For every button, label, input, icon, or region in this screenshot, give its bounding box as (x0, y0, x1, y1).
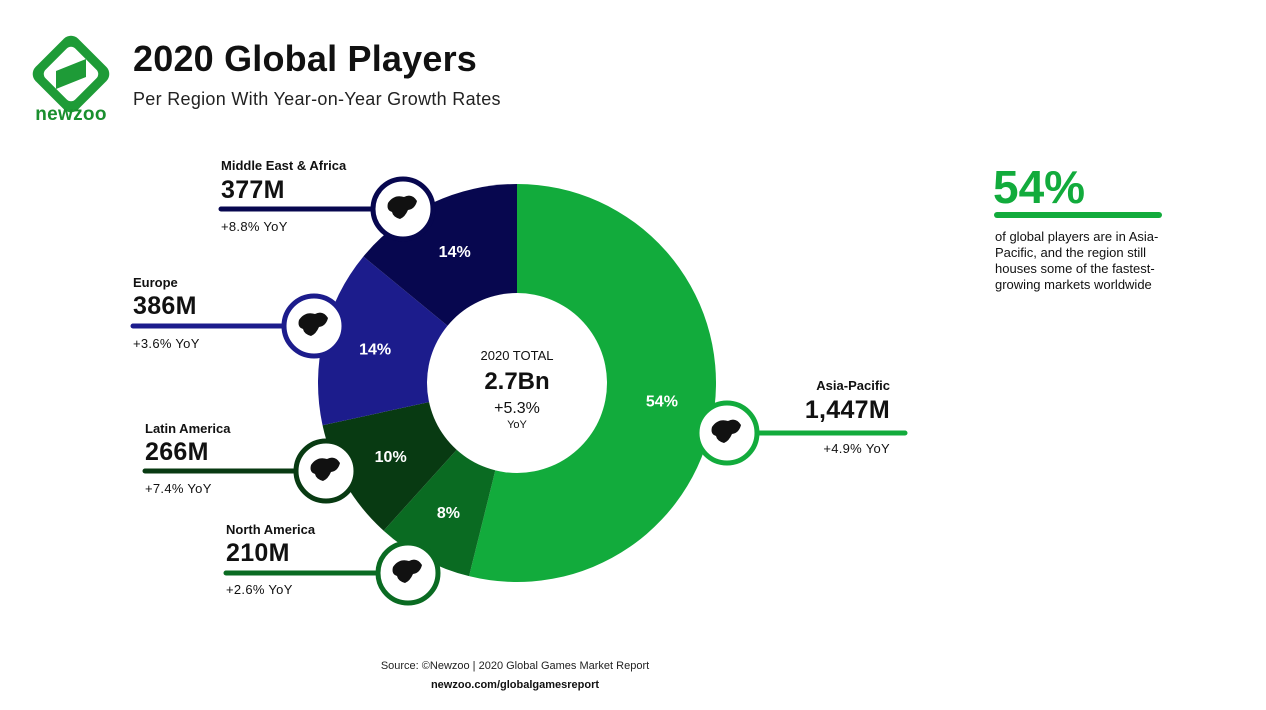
region-growth-asia-pacific: +4.9% YoY (823, 441, 890, 456)
region-growth-mea: +8.8% YoY (221, 219, 288, 234)
region-name-mea: Middle East & Africa (221, 158, 347, 173)
region-value-asia-pacific: 1,447M (804, 396, 890, 424)
slice-label-mea: 14% (439, 244, 471, 261)
region-map-icon-mea (387, 195, 417, 219)
region-map-icon-latam (310, 457, 340, 481)
region-value-mea: 377M (221, 176, 285, 204)
page-title: 2020 Global Players (133, 38, 478, 79)
region-name-latam: Latin America (145, 421, 231, 436)
callout-value: 54% (993, 161, 1086, 213)
region-growth-europe: +3.6% YoY (133, 336, 200, 351)
region-value-north-america: 210M (226, 539, 290, 567)
slice-label-latam: 10% (375, 449, 407, 466)
source-note: Source: ©Newzoo | 2020 Global Games Mark… (380, 660, 650, 672)
region-map-icon-europe (298, 312, 328, 336)
center-growth-unit: YoY (507, 419, 527, 431)
source-link[interactable]: newzoo.com/globalgamesreport (430, 679, 600, 691)
callout-underline (994, 212, 1162, 218)
region-map-icon-asia-pacific (711, 419, 741, 443)
page-subtitle: Per Region With Year-on-Year Growth Rate… (133, 89, 501, 109)
region-name-europe: Europe (133, 275, 178, 290)
center-total: 2.7Bn (484, 368, 549, 395)
region-growth-latam: +7.4% YoY (145, 481, 212, 496)
callout-text: of global players are in Asia-Pacific, a… (995, 229, 1159, 292)
center-label: 2020 TOTAL (481, 348, 554, 363)
donut-hole (427, 293, 607, 473)
region-growth-north-america: +2.6% YoY (226, 582, 293, 597)
region-value-europe: 386M (133, 292, 197, 320)
slice-label-asia-pacific: 54% (646, 394, 678, 411)
slice-label-north-america: 8% (437, 505, 460, 522)
center-growth: +5.3% (494, 400, 540, 417)
slice-label-europe: 14% (359, 342, 391, 359)
brand-name: newzoo (35, 104, 107, 125)
region-map-icon-north-america (392, 559, 422, 583)
newzoo-logo-icon (32, 35, 110, 113)
region-value-latam: 266M (145, 438, 209, 466)
region-name-asia-pacific: Asia-Pacific (816, 378, 890, 393)
region-name-north-america: North America (226, 522, 316, 537)
